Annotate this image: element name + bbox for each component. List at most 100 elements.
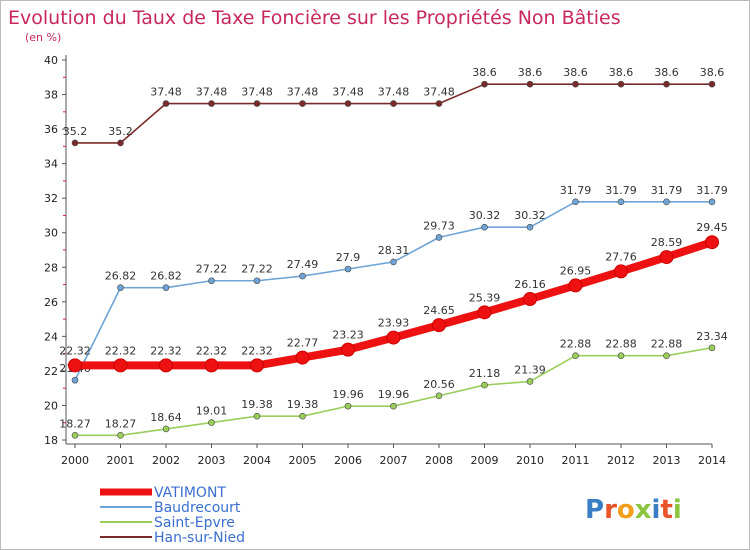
data-label: 29.45: [696, 221, 728, 234]
data-label: 28.31: [378, 244, 410, 257]
data-point: [572, 198, 579, 206]
legend-item: Saint-Epvre: [100, 515, 235, 531]
data-label: 30.32: [514, 209, 546, 222]
data-label: 37.48: [332, 86, 364, 99]
data-point: [113, 358, 128, 373]
data-label: 22.32: [196, 344, 228, 357]
legend-item: VATIMONT: [100, 485, 226, 501]
x-tick-label: 2006: [334, 454, 362, 467]
data-label: 19.96: [378, 388, 410, 401]
data-point: [253, 277, 261, 285]
data-label: 22.88: [560, 338, 592, 351]
data-point: [250, 358, 264, 373]
data-label: 37.48: [423, 86, 455, 99]
chart-title: Evolution du Taux de Taxe Foncière sur l…: [8, 7, 621, 29]
data-point: [68, 358, 82, 373]
data-point: [526, 223, 534, 231]
data-label: 19.38: [287, 398, 319, 411]
data-label: 37.48: [150, 86, 182, 99]
data-label: 37.48: [241, 86, 273, 99]
data-point: [341, 342, 355, 357]
x-tick-label: 2007: [380, 454, 408, 467]
y-tick-label: 20: [44, 399, 58, 412]
data-point: [344, 402, 352, 410]
x-tick-label: 2004: [243, 454, 271, 467]
data-label: 26.95: [560, 264, 592, 277]
data-point: [117, 432, 124, 439]
logo-letter: t: [660, 495, 672, 525]
y-tick-label: 34: [44, 158, 58, 171]
legend-label: VATIMONT: [154, 485, 226, 501]
data-point: [208, 277, 215, 285]
data-point: [477, 305, 492, 320]
data-point: [299, 272, 306, 280]
logo-letter: x: [635, 495, 652, 525]
data-label: 37.48: [196, 86, 228, 99]
y-tick-label: 18: [44, 434, 58, 447]
y-tick-label: 36: [44, 123, 58, 136]
legend-item: Baudrecourt: [100, 500, 241, 516]
data-point: [208, 100, 215, 107]
legend: VATIMONTBaudrecourtSaint-EpvreHan-sur-Ni…: [100, 485, 245, 546]
data-point: [617, 198, 625, 206]
data-label: 22.32: [105, 344, 137, 357]
x-tick-label: 2000: [61, 454, 89, 467]
data-point: [435, 234, 443, 241]
data-label: 27.49: [287, 258, 319, 271]
x-tick-label: 2013: [653, 454, 681, 467]
data-point: [117, 284, 124, 291]
y-tick-label: 22: [44, 365, 58, 378]
x-tick-label: 2010: [516, 454, 544, 467]
data-point: [390, 258, 397, 266]
data-label: 31.79: [651, 184, 683, 197]
data-label: 24.65: [423, 304, 455, 317]
x-tick-label: 2003: [198, 454, 226, 467]
data-label: 30.32: [469, 209, 501, 222]
x-tick-label: 2011: [562, 454, 590, 467]
data-label: 29.73: [423, 219, 455, 232]
data-label: 38.6: [472, 66, 497, 79]
data-label: 38.6: [654, 66, 679, 79]
data-label: 26.82: [150, 270, 182, 283]
data-label: 18.27: [105, 417, 137, 430]
y-tick-label: 24: [44, 330, 58, 343]
data-label: 22.32: [150, 344, 182, 357]
axes: 18 20 22 24 26 28 30 32 34 36 38 40 2000 2001 2002 2003…: [44, 54, 726, 467]
data-point: [390, 100, 397, 107]
series-saint-epvre: 18.27 18.27 18.64 19.01 19.38 19.38 19.96 19.96…: [59, 330, 728, 439]
data-point: [299, 100, 306, 107]
data-label: 38.6: [700, 66, 725, 79]
data-label: 26.82: [105, 270, 137, 283]
data-point: [71, 376, 79, 384]
data-label: 38.6: [563, 66, 588, 79]
data-point: [708, 80, 716, 88]
data-label: 23.93: [378, 317, 410, 330]
data-point: [162, 425, 170, 433]
series-han-sur-nied: 35.2 35.2 37.48 37.48 37.48 37.48 37.48 37.48 37…: [63, 66, 725, 147]
data-point: [708, 198, 716, 206]
data-label: 22.88: [605, 338, 637, 351]
data-point: [117, 139, 124, 147]
legend-label: Han-sur-Nied: [154, 530, 245, 546]
y-tick-label: 32: [44, 192, 58, 205]
data-label: 27.22: [241, 263, 273, 276]
data-point: [299, 412, 306, 420]
data-label: 22.77: [287, 337, 319, 350]
data-point: [253, 100, 261, 107]
x-tick-label: 2014: [698, 454, 726, 467]
data-point: [663, 198, 670, 206]
data-label: 19.01: [196, 405, 228, 418]
data-point: [386, 330, 401, 345]
data-point: [572, 352, 579, 360]
data-point: [162, 284, 170, 291]
data-point: [705, 235, 719, 250]
data-label: 27.76: [605, 250, 637, 263]
data-point: [614, 264, 628, 279]
data-point: [708, 344, 716, 352]
data-point: [663, 352, 670, 360]
logo-letter: r: [604, 495, 617, 525]
data-label: 37.48: [287, 86, 319, 99]
data-label: 27.22: [196, 263, 228, 276]
x-tick-label: 2002: [152, 454, 180, 467]
